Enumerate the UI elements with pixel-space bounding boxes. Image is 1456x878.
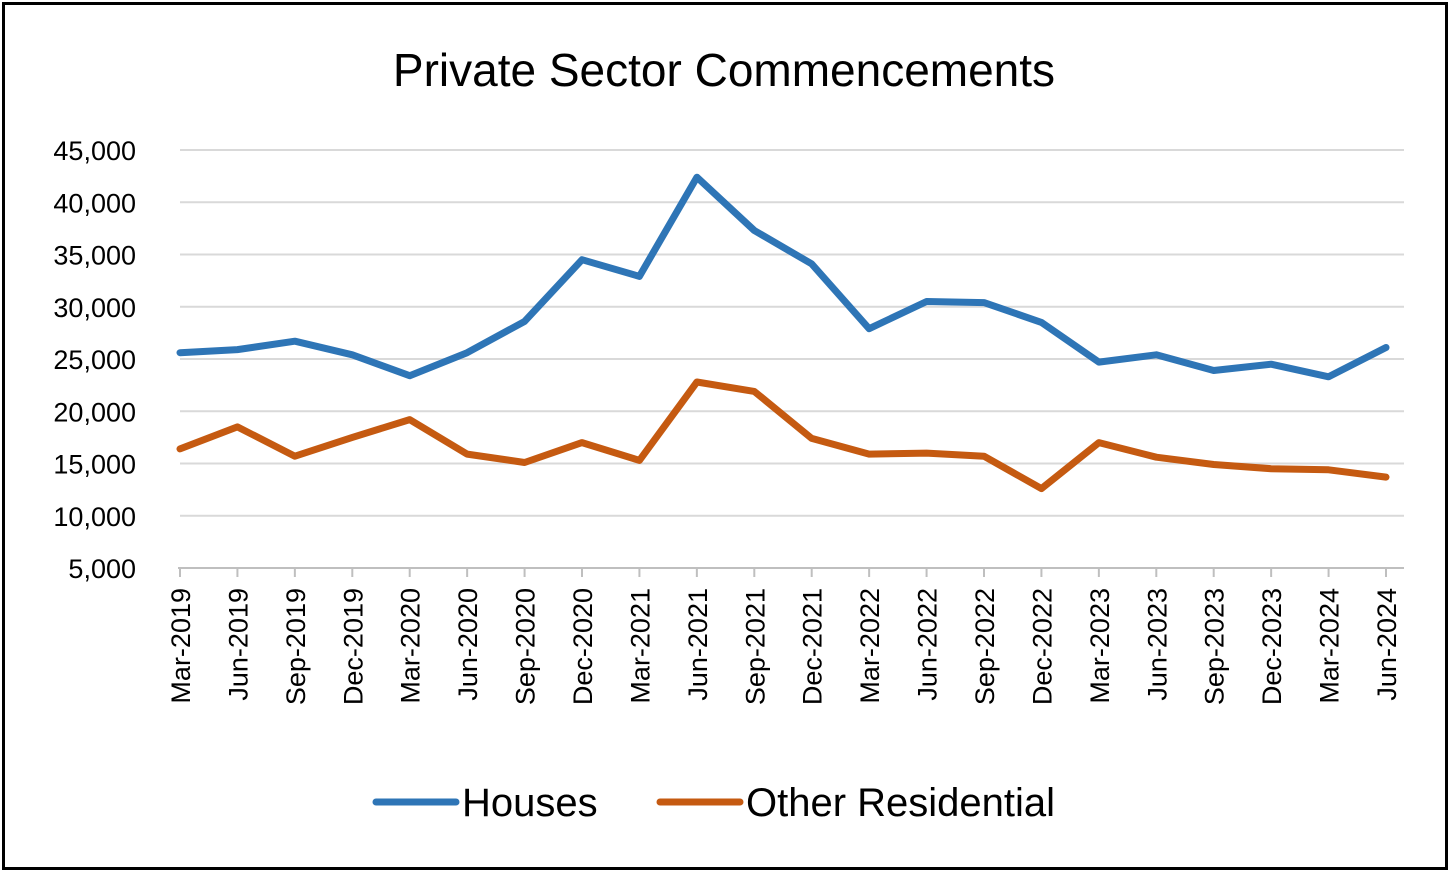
series-line-other-residential — [176, 378, 1390, 493]
x-tick-label: Dec-2023 — [1257, 588, 1287, 705]
chart-title: Private Sector Commencements — [393, 44, 1055, 96]
x-tick-label: Mar-2022 — [855, 588, 885, 704]
legend-item-houses[interactable]: Houses — [372, 781, 598, 825]
x-tick-label: Jun-2022 — [913, 588, 943, 701]
y-tick-label: 45,000 — [53, 136, 136, 166]
gridlines — [180, 149, 1404, 517]
x-tick-label: Sep-2021 — [740, 588, 770, 705]
legend-label: Other Residential — [746, 781, 1055, 825]
x-tick-label: Mar-2024 — [1315, 588, 1345, 704]
x-tick-label: Dec-2021 — [798, 588, 828, 705]
x-tick-label: Mar-2020 — [396, 588, 426, 704]
x-tick-label: Mar-2019 — [166, 588, 196, 704]
y-tick-label: 35,000 — [53, 241, 136, 271]
x-tick-label: Mar-2023 — [1085, 588, 1115, 704]
series-line-houses — [176, 173, 1390, 381]
x-tick-label: Jun-2023 — [1142, 588, 1172, 701]
x-tick-label: Dec-2019 — [338, 588, 368, 705]
legend-item-other-residential[interactable]: Other Residential — [656, 781, 1055, 825]
x-axis: Mar-2019 Jun-2019 Sep-2019 Dec-2019 Mar-2020… — [166, 567, 1404, 705]
x-tick-label: Sep-2020 — [511, 588, 541, 705]
y-tick-label: 5,000 — [68, 554, 136, 584]
y-tick-label: 40,000 — [53, 188, 136, 218]
y-tick-label: 10,000 — [53, 502, 136, 532]
y-tick-label: 15,000 — [53, 450, 136, 480]
x-tick-label: Sep-2022 — [970, 588, 1000, 705]
x-tick-label: Jun-2021 — [683, 588, 713, 701]
x-tick-label: Sep-2019 — [281, 588, 311, 705]
y-tick-label: 30,000 — [53, 293, 136, 323]
legend[interactable]: Houses Other Residential — [372, 781, 1055, 825]
x-tick-label: Jun-2019 — [223, 588, 253, 701]
legend-label: Houses — [462, 781, 598, 825]
x-tick-label: Sep-2023 — [1200, 588, 1230, 705]
x-tick-label: Jun-2024 — [1372, 588, 1402, 701]
x-tick-label: Dec-2022 — [1027, 588, 1057, 705]
series-lines — [176, 173, 1390, 493]
y-axis-ticks: 5,000 10,000 15,000 20,000 25,000 30,000 35,00… — [53, 136, 136, 584]
x-tick-label: Dec-2020 — [568, 588, 598, 705]
x-tick-label: Jun-2020 — [453, 588, 483, 701]
x-tick-label: Mar-2021 — [625, 588, 655, 704]
y-tick-label: 20,000 — [53, 397, 136, 427]
y-tick-label: 25,000 — [53, 345, 136, 375]
